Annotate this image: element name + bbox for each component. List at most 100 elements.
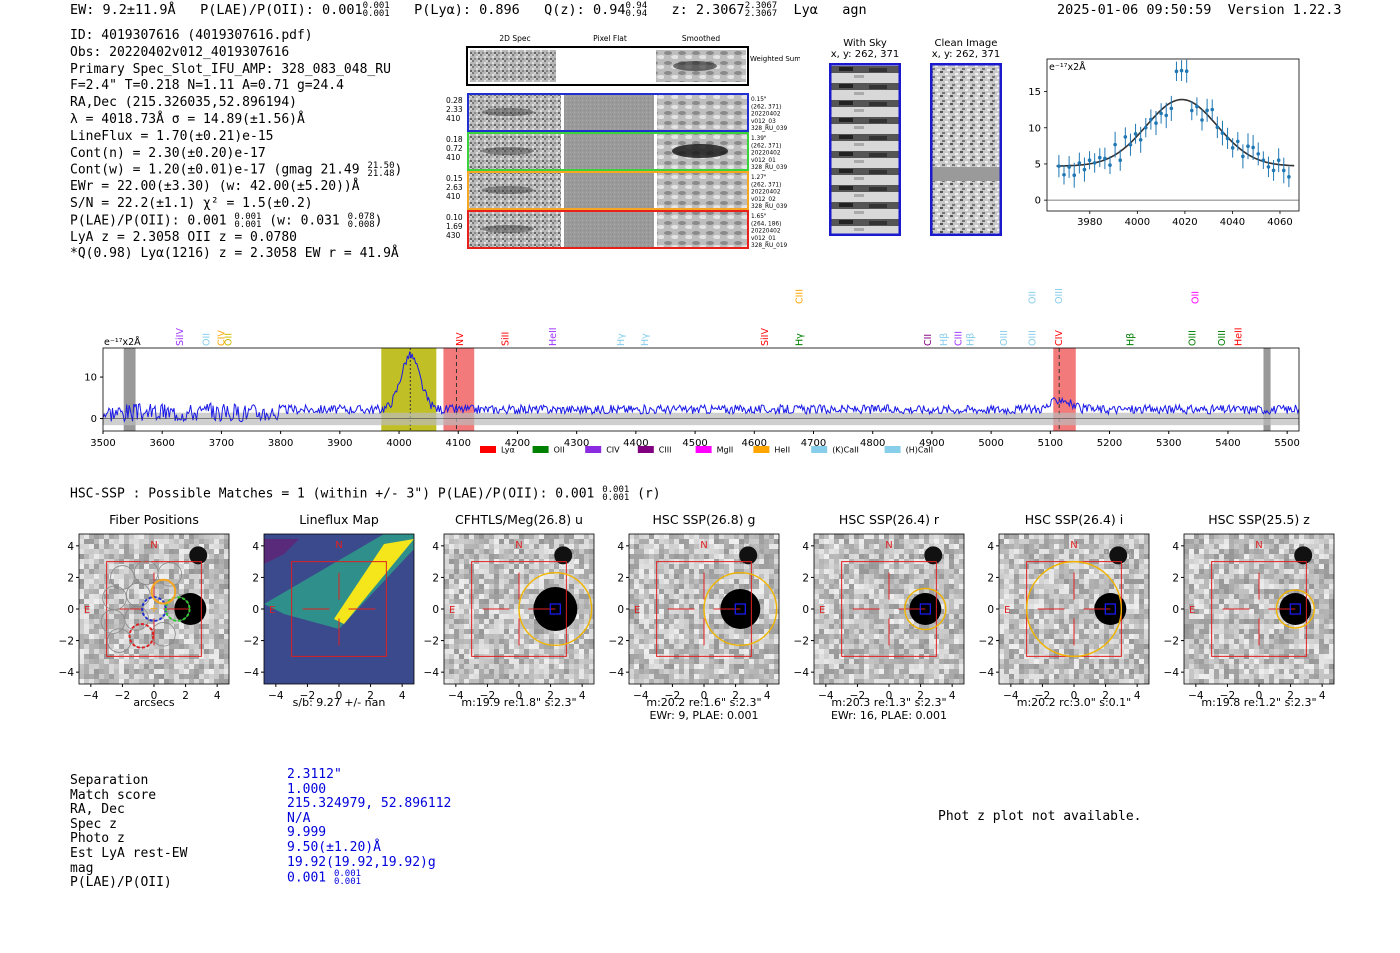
cutout-pixel <box>544 554 549 559</box>
cutout-pixel <box>124 664 129 669</box>
cutout-pixel <box>1094 564 1099 569</box>
cutout-pixel <box>489 534 494 539</box>
cutout-pixel <box>1049 629 1054 634</box>
cutout-pixel <box>99 584 104 589</box>
cutout-pixel <box>649 584 654 589</box>
hsc-title: HSC-SSP : Possible Matches = 1 (within +… <box>70 485 661 503</box>
cutout-pixel <box>1094 584 1099 589</box>
cutout-pixel <box>1004 639 1009 644</box>
cutout-pixel <box>214 664 219 669</box>
cutout-pixel <box>879 624 884 629</box>
cutout-pixel <box>524 589 529 594</box>
cutout-pixel <box>744 639 749 644</box>
cutout-pixel <box>814 639 819 644</box>
cutout-pixel <box>149 569 154 574</box>
cutout-pixel <box>154 534 159 539</box>
cutout-pixel <box>94 674 99 679</box>
cutout-pixel <box>149 574 154 579</box>
cutout-pixel <box>639 664 644 669</box>
cutout-pixel <box>1024 669 1029 674</box>
cutout-pixel <box>134 599 139 604</box>
cutout-pixel <box>184 564 189 569</box>
cutout-pixel <box>1054 569 1059 574</box>
cutout-pixel <box>154 574 159 579</box>
cutout-pixel <box>134 639 139 644</box>
cutout-pixel <box>119 554 124 559</box>
cutout-pixel <box>729 634 734 639</box>
cutout-pixel <box>159 649 164 654</box>
cutout-pixel <box>189 544 194 549</box>
cutout-pixel <box>894 604 899 609</box>
cutout-pixel <box>1054 544 1059 549</box>
cutout-pixel <box>684 544 689 549</box>
cutout-pixel <box>479 579 484 584</box>
cutout-pixel <box>224 629 229 634</box>
cutout-pixel <box>854 659 859 664</box>
cutout-pixel <box>589 639 594 644</box>
cutout-pixel <box>174 659 179 664</box>
cutout-pixel <box>444 679 449 684</box>
cutout-pixel <box>749 669 754 674</box>
cutout-pixel <box>724 649 729 654</box>
cutout-pixel <box>924 634 929 639</box>
cutout-pixel <box>834 594 839 599</box>
header-z: z: 2.3067 <box>671 2 745 18</box>
cutout-pixel <box>214 579 219 584</box>
cutout-pixel <box>894 594 899 599</box>
cutout-pixel <box>939 569 944 574</box>
cutout-pixel <box>519 629 524 634</box>
cutout-pixel <box>729 579 734 584</box>
cutout-pixel <box>494 544 499 549</box>
cutout-pixel <box>209 644 214 649</box>
cutout-pixel <box>654 549 659 554</box>
cutout-pixel <box>119 549 124 554</box>
cutout-xtick-label: −4 <box>633 690 649 700</box>
cutout-pixel <box>529 604 534 609</box>
cutout-pixel <box>1049 624 1054 629</box>
cutout-pixel <box>1079 664 1084 669</box>
cutout-pixel <box>1134 629 1139 634</box>
cutout-pixel <box>649 564 654 569</box>
cutout-pixel <box>879 634 884 639</box>
cutout-pixel <box>909 644 914 649</box>
cutout-pixel <box>864 569 869 574</box>
cutout-pixel <box>659 549 664 554</box>
cutout-pixel <box>904 544 909 549</box>
cutout-pixel <box>484 554 489 559</box>
cutout-pixel <box>699 539 704 544</box>
spectrum-legend-label: MgII <box>717 446 734 455</box>
spectrum-civ-region <box>1053 348 1076 431</box>
cutout-pixel <box>94 679 99 684</box>
cutout-pixel <box>1144 634 1149 639</box>
cutout-pixel <box>579 629 584 634</box>
cutout-pixel <box>474 574 479 579</box>
cutout-pixel <box>664 549 669 554</box>
cutout-pixel <box>149 599 154 604</box>
fit-point <box>1276 158 1281 163</box>
cutout-pixel <box>859 614 864 619</box>
cutout-pixel <box>659 649 664 654</box>
cutout-pixel <box>754 629 759 634</box>
cutout-pixel <box>699 599 704 604</box>
spec2d-header-smooth: Smoothed <box>682 34 721 43</box>
cutout-pixel <box>184 589 189 594</box>
cutout-pixel <box>1054 594 1059 599</box>
cutout-pixel <box>1044 629 1049 634</box>
cutout-pixel <box>649 544 654 549</box>
cutout-pixel <box>854 589 859 594</box>
cutout-pixel <box>764 559 769 564</box>
fit-point <box>1092 161 1097 165</box>
cutout-pixel <box>1104 589 1109 594</box>
cutout-pixel <box>1124 669 1129 674</box>
cutout-pixel <box>579 624 584 629</box>
cutout-pixel <box>814 604 819 609</box>
cutout-pixel <box>489 599 494 604</box>
cutout-pixel <box>954 569 959 574</box>
cutout-pixel <box>1059 644 1064 649</box>
cutout-title: HSC SSP(26.4) i <box>1024 512 1124 527</box>
cutout-pixel <box>494 644 499 649</box>
cutout-pixel <box>194 674 199 679</box>
cutout-pixel <box>924 664 929 669</box>
cutout-pixel <box>224 579 229 584</box>
